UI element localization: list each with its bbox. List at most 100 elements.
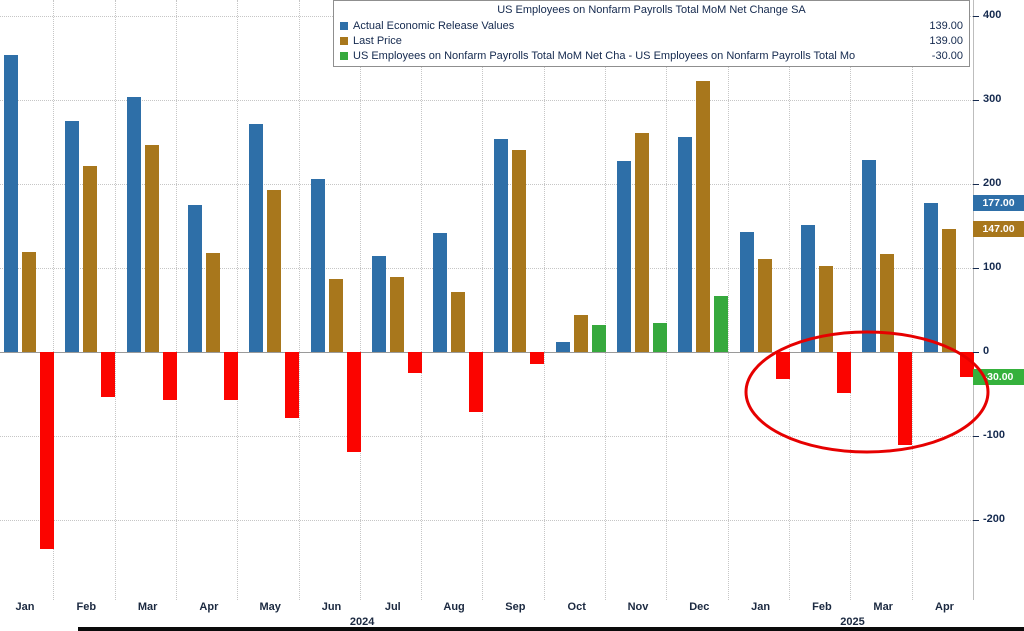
gridline-horizontal <box>0 520 973 521</box>
gridline-horizontal <box>0 184 973 185</box>
bar-last-price <box>880 253 895 352</box>
legend-item[interactable]: US Employees on Nonfarm Payrolls Total M… <box>340 48 963 63</box>
y-axis-line <box>973 0 974 600</box>
bar-actual <box>249 123 264 352</box>
bar-actual <box>310 178 325 352</box>
month-label: Apr <box>199 601 219 613</box>
x-axis: Jan Feb Mar Apr May Jun Jul Aug Sep Oct Nov Dec Jan F… <box>0 601 1000 631</box>
gridline-vertical <box>788 0 790 600</box>
price-badge: -30.00 <box>973 369 1024 386</box>
y-axis-label: -100 <box>983 429 1006 441</box>
legend-label: Last Price <box>353 34 402 47</box>
y-axis: 400 300 200 100 0 -100 -200 177.00 147.00 -30.00 <box>973 0 1024 631</box>
y-axis-tick <box>973 352 979 353</box>
legend-value: 139.00 <box>929 34 963 47</box>
y-axis-label: 100 <box>983 261 1002 273</box>
bar-actual <box>494 138 509 352</box>
bar-revision-diff <box>469 352 484 412</box>
month-label: Mar <box>137 601 158 613</box>
legend-value: 139.00 <box>929 19 963 32</box>
gridline-vertical <box>237 0 239 600</box>
bar-revision-diff <box>346 352 361 452</box>
price-badge: 177.00 <box>973 195 1024 212</box>
bar-actual <box>739 231 754 352</box>
bar-last-price <box>696 80 711 352</box>
legend-swatch <box>340 36 348 45</box>
bar-revision-diff <box>40 352 54 549</box>
bar-revision-diff <box>101 352 116 397</box>
bar-revision-diff <box>836 352 851 394</box>
legend-swatch <box>340 51 348 60</box>
bar-last-price <box>83 165 98 352</box>
bar-last-price <box>818 266 833 352</box>
bar-last-price <box>512 150 527 352</box>
bar-last-price <box>941 228 956 352</box>
gridline-vertical <box>175 0 177 600</box>
month-label: Aug <box>443 601 465 613</box>
gridline-vertical <box>359 0 361 600</box>
bar-actual <box>433 232 448 352</box>
bar-actual <box>617 161 631 352</box>
bar-last-price <box>635 132 649 352</box>
legend-label: Actual Economic Release Values <box>353 19 515 32</box>
gridline-vertical <box>666 0 668 600</box>
gridline-horizontal <box>0 436 973 437</box>
month-label: Jul <box>384 601 401 613</box>
legend-title: US Employees on Nonfarm Payrolls Total M… <box>497 4 806 16</box>
bar-revision-diff <box>775 352 790 379</box>
bar-actual <box>371 256 386 352</box>
bar-actual <box>678 136 693 352</box>
bar-revision-diff <box>714 295 729 352</box>
month-label: Sep <box>505 601 526 613</box>
legend-swatch <box>340 21 348 30</box>
month-label: Dec <box>689 601 710 613</box>
bar-revision-diff <box>285 352 300 419</box>
month-label: Apr <box>935 601 954 613</box>
bar-last-price <box>451 292 466 352</box>
month-label: Nov <box>627 601 649 613</box>
y-axis-label: -200 <box>983 513 1006 525</box>
year-label: 2024 <box>349 616 375 628</box>
bar-revision-diff <box>162 352 177 400</box>
bar-last-price <box>144 145 159 352</box>
bar-last-price <box>573 315 588 352</box>
gridline-horizontal <box>0 268 973 269</box>
bar-revision-diff <box>591 325 606 352</box>
month-label: Jan <box>15 601 35 613</box>
year-label: 2025 <box>840 616 865 628</box>
gridline-vertical <box>911 0 913 600</box>
legend-items: Actual Economic Release Values 139.00 Last… <box>340 18 963 63</box>
bar-actual <box>800 225 815 352</box>
y-axis-label: 0 <box>983 345 990 357</box>
y-axis-label: 400 <box>983 9 1002 21</box>
gridline-vertical <box>421 0 423 600</box>
legend-label: US Employees on Nonfarm Payrolls Total M… <box>353 49 856 62</box>
bar-revision-diff <box>959 352 974 378</box>
y-axis-tick <box>973 436 979 437</box>
bar-revision-diff <box>898 352 913 446</box>
gridline-vertical <box>298 0 300 600</box>
legend-item[interactable]: Last Price 139.00 <box>340 33 963 48</box>
bar-revision-diff <box>407 352 422 373</box>
gridline-vertical <box>482 0 484 600</box>
gridline-vertical <box>53 0 55 600</box>
bar-last-price <box>267 189 282 352</box>
gridline-horizontal <box>0 100 973 101</box>
month-label: May <box>259 601 281 613</box>
y-axis-tick <box>973 184 979 185</box>
month-label: Feb <box>76 601 97 613</box>
gridline-vertical <box>850 0 852 600</box>
legend-item[interactable]: Actual Economic Release Values 139.00 <box>340 18 963 33</box>
price-badge: 147.00 <box>973 220 1024 237</box>
bar-actual <box>65 121 80 352</box>
y-axis-tick <box>973 100 979 101</box>
legend-box: US Employees on Nonfarm Payrolls Total M… <box>333 0 970 67</box>
bar-revision-diff <box>530 352 545 364</box>
bar-last-price <box>328 278 343 352</box>
legend-value: -30.00 <box>931 49 963 62</box>
bar-actual <box>187 205 202 352</box>
bar-last-price <box>205 252 220 352</box>
bar-last-price <box>389 277 404 352</box>
bar-actual <box>4 55 18 352</box>
